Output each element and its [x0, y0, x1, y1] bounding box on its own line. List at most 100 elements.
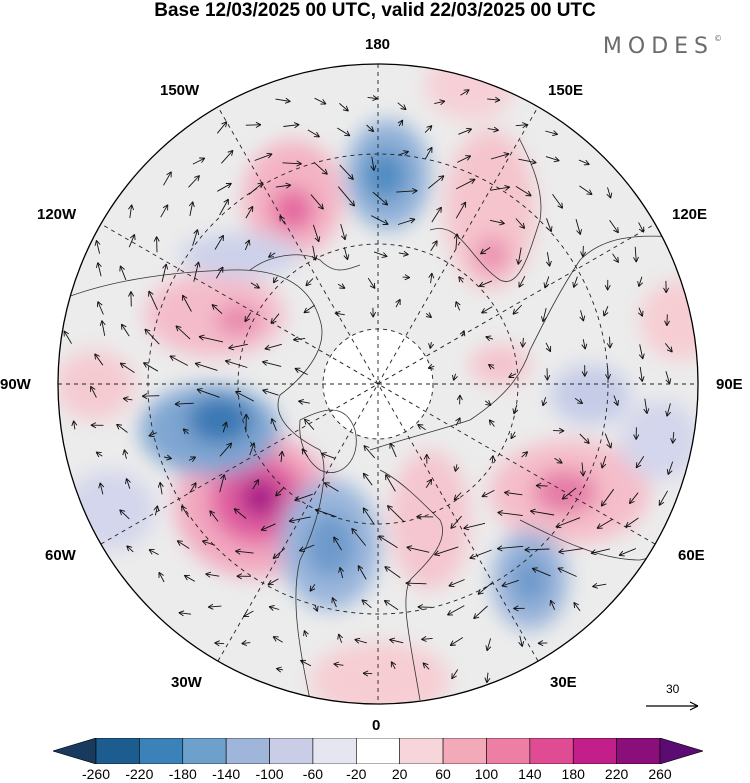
wind-arrow-head: [643, 408, 650, 414]
colorbar-bin: [616, 738, 661, 764]
wind-arrow-shaft: [447, 605, 465, 616]
anomaly-negative-canada-core: [188, 396, 252, 444]
wind-arrow-head: [416, 513, 422, 520]
wind-arrow-shaft: [557, 567, 577, 577]
wind-arrow-shaft: [372, 191, 388, 206]
reference-vector-label: 30: [666, 682, 680, 696]
wind-arrow-shaft: [305, 278, 314, 287]
wind-arrow-head: [556, 458, 563, 464]
wind-arrow-shaft: [176, 540, 190, 549]
wind-arrow-shaft: [304, 418, 315, 430]
colorbar-tick-label: -140: [212, 766, 241, 782]
wind-arrow-shaft: [665, 371, 671, 384]
wind-arrow-head: [522, 122, 528, 129]
wind-arrow-head: [541, 316, 547, 322]
wind-arrow-shaft: [121, 323, 130, 337]
wind-arrow-shaft: [600, 488, 615, 507]
meridian-60w-120e: [100, 223, 656, 545]
lon-label-150w: 150W: [160, 82, 200, 99]
wind-arrow-head: [494, 96, 501, 103]
wind-arrow-head: [175, 325, 182, 332]
wind-arrow-shaft: [405, 582, 427, 585]
wind-arrow-head: [116, 423, 123, 430]
wind-arrow-shaft: [450, 515, 462, 529]
wind-arrow-head: [557, 567, 564, 573]
wind-arrow-head: [227, 149, 234, 156]
wind-arrow-head: [481, 491, 488, 498]
wind-arrow-head: [343, 254, 350, 261]
wind-arrow-shaft: [486, 638, 492, 651]
wind-arrow-head: [535, 482, 542, 489]
wind-arrow-head: [294, 495, 301, 502]
wind-arrow-head: [314, 236, 321, 243]
wind-arrow-shaft: [387, 505, 405, 523]
lon-label-60w: 60W: [45, 547, 76, 564]
wind-arrow-shaft: [362, 472, 373, 486]
wind-arrow-head: [378, 535, 385, 541]
wind-arrow-head: [369, 282, 376, 289]
wind-arrow-shaft: [175, 325, 191, 340]
wind-arrow-head: [351, 527, 358, 535]
wind-arrow-head: [128, 291, 135, 297]
wind-arrow-shaft: [252, 479, 259, 490]
wind-arrow-shaft: [634, 246, 637, 263]
wind-arrow-head: [381, 252, 388, 258]
wind-arrow-head: [665, 378, 672, 385]
wind-arrow-head: [400, 104, 407, 111]
wind-arrow-head: [90, 422, 97, 429]
wind-arrow-head: [455, 417, 461, 424]
wind-arrow-shaft: [73, 420, 76, 430]
lon-label-90e: 90E: [716, 376, 743, 393]
wind-arrow-head: [298, 398, 304, 405]
wind-arrow-head: [153, 505, 160, 512]
wind-arrow-head: [182, 294, 188, 301]
wind-arrow-head: [504, 490, 510, 496]
wind-arrow-head: [260, 525, 267, 532]
wind-arrow-head: [221, 121, 228, 128]
wind-arrow-head: [162, 204, 169, 211]
wind-arrow-head: [522, 451, 529, 458]
wind-arrow-shaft: [618, 548, 637, 556]
wind-arrow-head: [188, 201, 195, 208]
wind-arrow-head: [553, 156, 560, 163]
wind-arrow-shaft: [293, 337, 306, 341]
wind-arrow-shaft: [478, 280, 493, 287]
wind-arrow-head: [176, 540, 183, 546]
wind-arrow-head: [243, 413, 250, 420]
wind-arrow-head: [362, 472, 369, 479]
wind-arrow-head: [628, 498, 635, 505]
wind-arrow-head: [309, 585, 316, 592]
wind-arrow-shaft: [128, 234, 136, 248]
wind-arrow-head: [426, 125, 433, 132]
wind-arrow-shaft: [580, 310, 584, 322]
wind-arrow-head: [512, 408, 519, 415]
wind-arrow-shaft: [389, 442, 397, 458]
wind-arrow-shaft: [181, 505, 190, 518]
wind-arrow-head: [503, 152, 510, 158]
wind-arrow-head: [513, 605, 519, 612]
wind-arrow-head: [389, 637, 396, 644]
wind-arrow-head: [590, 549, 597, 556]
wind-arrow-shaft: [453, 492, 462, 501]
wind-arrow-head: [153, 236, 160, 242]
wind-arrow-head: [244, 239, 251, 246]
wind-arrow-shaft: [192, 229, 199, 246]
wind-arrow-shaft: [501, 579, 519, 587]
wind-arrow-head: [497, 509, 504, 516]
wind-arrow-shaft: [331, 597, 337, 608]
wind-arrow-shaft: [609, 336, 611, 349]
wind-arrow-head: [583, 438, 590, 445]
anomaly-positive-alaska: [145, 273, 285, 357]
wind-arrow-shaft: [249, 442, 255, 456]
wind-arrow-head: [90, 385, 96, 392]
wind-arrow-head: [276, 666, 282, 673]
wind-arrow-head: [333, 536, 339, 543]
wind-arrow-head: [71, 420, 78, 427]
wind-arrow-head: [484, 677, 491, 684]
wind-arrow-head: [613, 256, 619, 263]
wind-arrow-shaft: [487, 98, 501, 101]
wind-arrow-head: [321, 168, 328, 175]
wind-arrow-head: [270, 318, 277, 325]
wind-arrow-shaft: [664, 343, 673, 353]
lon-label-0: 0: [372, 717, 381, 734]
